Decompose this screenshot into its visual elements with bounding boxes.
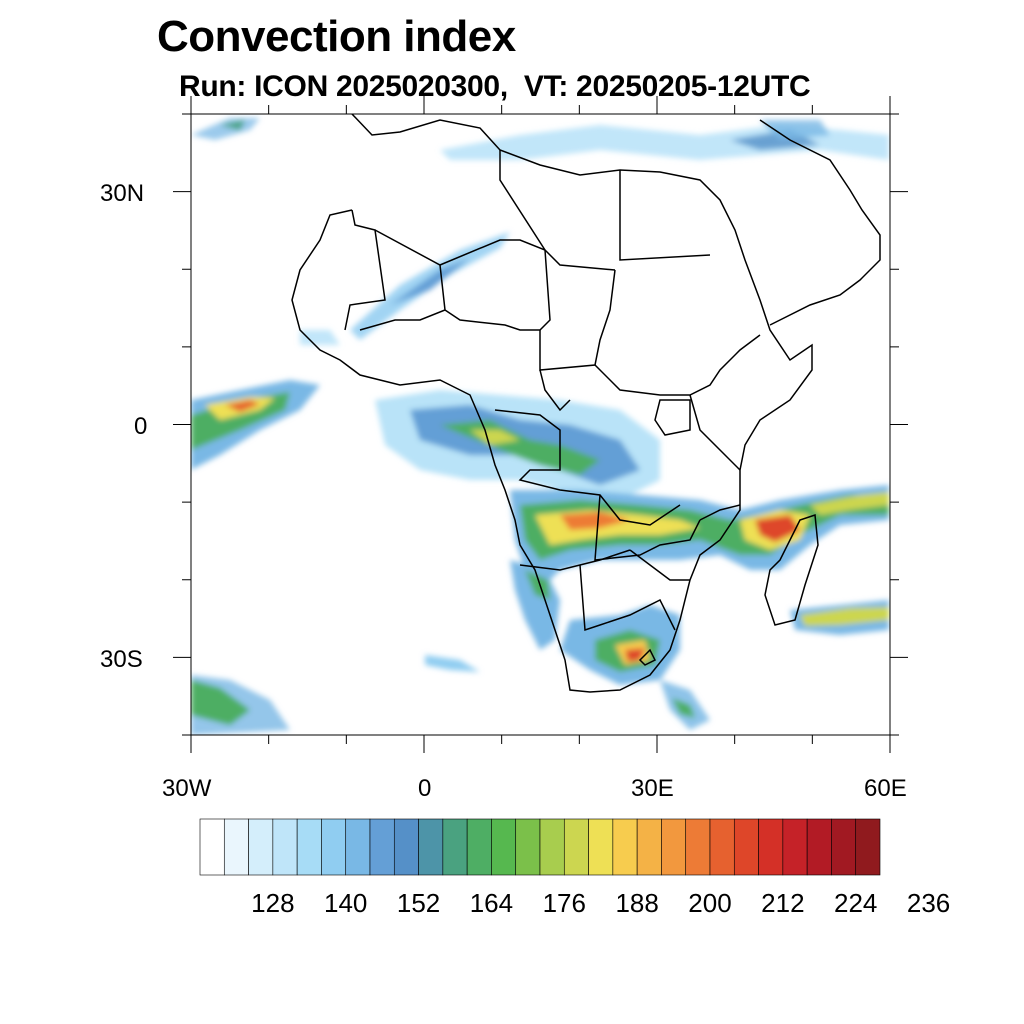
colorbar-swatch (563, 818, 589, 876)
colorbar-swatch (806, 818, 832, 876)
lon-label-30w: 30W (162, 775, 212, 802)
colorbar-swatch (612, 818, 638, 876)
coastlines-and-borders (291, 114, 881, 693)
colorbar-swatch (393, 818, 419, 876)
lon-label-60e: 60E (864, 775, 907, 802)
colorbar-label: 200 (688, 888, 732, 918)
colorbar (199, 818, 881, 876)
convection-field (191, 118, 889, 735)
chart-subtitle: Run: ICON 2025020300, VT: 20250205-12UTC (179, 70, 811, 103)
colorbar-label: 140 (324, 888, 368, 918)
colorbar-swatch (345, 818, 371, 876)
colorbar-swatch (272, 818, 298, 876)
lat-label-30s: 30S (100, 646, 143, 673)
colorbar-swatch (248, 818, 274, 876)
colorbar-swatch (199, 818, 225, 876)
colorbar-swatch (758, 818, 784, 876)
colorbar-swatch (491, 818, 517, 876)
colorbar-label: 152 (396, 888, 441, 918)
colorbar-label: 212 (761, 888, 805, 918)
lat-label-0: 0 (134, 413, 148, 440)
colorbar-label: 188 (615, 888, 659, 918)
colorbar-swatch (223, 818, 249, 876)
lon-label-0: 0 (418, 775, 432, 802)
colorbar-label: 236 (906, 888, 951, 918)
colorbar-swatch (296, 818, 322, 876)
colorbar-swatch (685, 818, 711, 876)
colorbar-swatch (539, 818, 565, 876)
colorbar-swatch (636, 818, 662, 876)
colorbar-swatch (661, 818, 687, 876)
colorbar-swatch (515, 818, 541, 876)
colorbar-swatch (321, 818, 347, 876)
lat-label-30n: 30N (100, 180, 145, 207)
colorbar-label: 224 (834, 888, 878, 918)
colorbar-label: 164 (469, 888, 514, 918)
colorbar-swatch (709, 818, 735, 876)
lon-label-30e: 30E (631, 775, 674, 802)
colorbar-swatch (782, 818, 808, 876)
colorbar-swatch (588, 818, 614, 876)
colorbar-swatch (442, 818, 468, 876)
colorbar-swatch (369, 818, 395, 876)
colorbar-label: 176 (542, 888, 586, 918)
colorbar-swatch (831, 818, 857, 876)
axis-ticks (173, 96, 908, 753)
colorbar-swatch (418, 818, 444, 876)
colorbar-swatch (466, 818, 492, 876)
colorbar-swatch (733, 818, 759, 876)
colorbar-label: 128 (251, 888, 295, 918)
chart-title: Convection index (157, 12, 516, 61)
colorbar-swatch (855, 818, 881, 876)
